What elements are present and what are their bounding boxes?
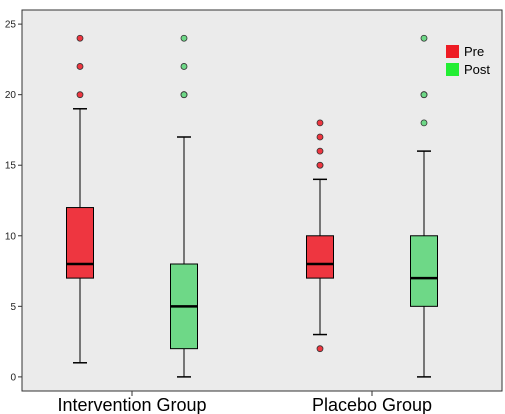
box-iqr <box>306 235 334 279</box>
outlier-point <box>316 161 324 169</box>
outlier-point <box>316 147 324 155</box>
outlier-point <box>180 34 188 42</box>
y-tick-label: 20 <box>5 90 17 101</box>
outlier-point <box>76 91 84 99</box>
x-category-label: Placebo Group <box>312 395 432 414</box>
x-axis: Intervention Group Placebo Group <box>57 391 432 414</box>
x-category-label: Intervention Group <box>57 395 206 414</box>
y-tick-label: 15 <box>5 161 17 172</box>
plot-area <box>21 9 503 392</box>
outlier-point <box>180 63 188 70</box>
outlier-point <box>420 34 428 42</box>
outlier-point <box>316 345 324 353</box>
y-tick-label: 10 <box>5 231 17 242</box>
legend-label-post: Post <box>464 62 490 77</box>
box-pre-0 <box>66 34 94 364</box>
outlier-point <box>316 119 324 127</box>
box-post-1 <box>410 34 438 378</box>
outlier-point <box>420 119 428 127</box>
box-pre-1 <box>306 119 334 353</box>
box-post-0 <box>170 34 198 378</box>
y-tick-label: 25 <box>5 20 17 31</box>
box-series <box>66 34 438 378</box>
y-tick-label: 0 <box>10 372 16 383</box>
y-tick-label: 5 <box>10 302 16 313</box>
legend-label-pre: Pre <box>464 44 484 59</box>
outlier-point <box>76 34 84 42</box>
legend-swatch-pre <box>446 45 459 58</box>
legend: Pre Post <box>446 44 490 77</box>
outlier-point <box>180 91 188 99</box>
outlier-point <box>316 133 324 141</box>
box-iqr <box>66 207 94 279</box>
outlier-point <box>420 91 428 99</box>
y-axis: 0 5 10 15 20 25 <box>5 20 22 383</box>
outlier-point <box>76 63 84 70</box>
legend-swatch-post <box>446 63 459 76</box>
box-iqr <box>410 235 438 307</box>
